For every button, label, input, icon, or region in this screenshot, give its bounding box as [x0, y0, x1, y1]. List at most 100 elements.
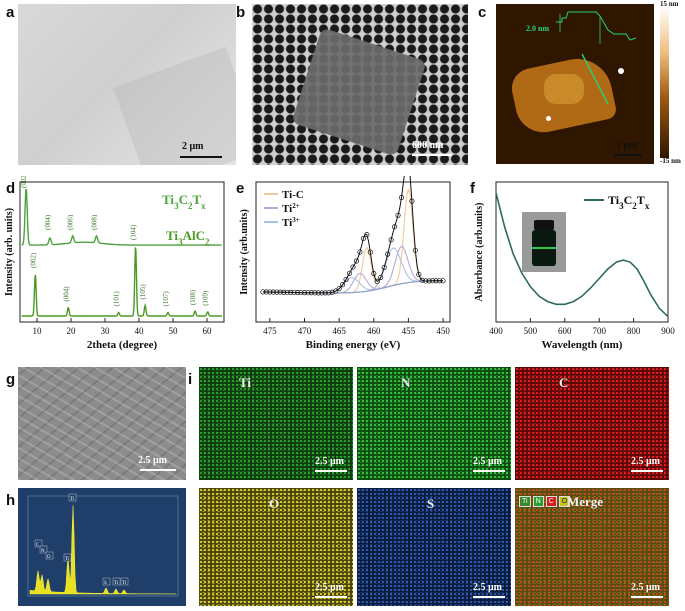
xps-data-point [315, 290, 321, 296]
tem-image-a: 2 μm [18, 4, 236, 165]
scalebar-i-c [631, 470, 663, 472]
eds-spectrum-fill [29, 505, 177, 595]
eds-peak-label-box [45, 551, 54, 560]
uv-legend-label-part: x [645, 201, 650, 211]
xps-data-point [281, 289, 287, 295]
eds-map-n: N 2.5 μm [357, 367, 511, 480]
uv-vis-chart: 400 500 600 700 800 900 Wavelength (nm) Absorba… [474, 181, 675, 351]
xrd-series-ti3alc2 [21, 247, 223, 317]
xps-data-point [312, 290, 318, 296]
eds-peak-label-box [102, 577, 111, 586]
xrd-legend-ti3c2tx: Ti3C2Tx [162, 192, 206, 211]
scalebar-i-o [315, 596, 347, 598]
scalebar-a-label: 2 μm [182, 141, 204, 152]
xps-data-point [423, 278, 429, 284]
xps-data-point [416, 271, 422, 278]
xrd-legend-ti3alc2-part: Ti [166, 228, 178, 243]
xps-data-point [274, 289, 280, 295]
xps-legend-sup: 2+ [292, 202, 300, 210]
xrd-tick-label: 10 [33, 326, 43, 336]
uv-legend-label-part: Ti [608, 193, 620, 207]
xps-data-point [440, 278, 446, 284]
xps-tick-label: 460 [367, 326, 381, 336]
xps-tick-label: 465 [332, 326, 346, 336]
eds-map-n-label: N [401, 375, 411, 390]
xps-data-point [381, 264, 387, 270]
xrd-peak-label-ti3alc2: (108) [189, 289, 197, 305]
xps-data-point [308, 290, 314, 296]
xps-data-point [343, 276, 349, 282]
eds-peak-label-box [39, 545, 48, 554]
uv-legend-label-part: C [624, 193, 633, 207]
xrd-chart: 10 20 30 40 50 60 2theta (degree) Intensity (ar… [4, 176, 225, 351]
scalebar-g [140, 469, 176, 471]
scalebar-i-ti-label: 2.5 μm [315, 456, 344, 467]
eds-map-o-label: O [269, 496, 280, 511]
eds-map-o: O 2.5 μm [199, 488, 353, 606]
uv-tick-label: 500 [524, 326, 538, 336]
xps-data-point [319, 290, 325, 296]
xps-data-point [426, 278, 432, 284]
xps-data-point [295, 290, 301, 296]
uv-tick-label: 700 [592, 326, 606, 336]
xps-data-point [409, 198, 415, 204]
scalebar-a [180, 156, 222, 158]
xps-data-point [288, 289, 294, 295]
scalebar-i-ti [315, 470, 347, 472]
xps-data-point [346, 270, 353, 276]
panel-label-c: c [478, 4, 487, 21]
uv-legend-label-part: T [637, 193, 645, 207]
scalebar-i-n [473, 470, 505, 472]
xps-chart: 475 470 465 460 455 450 Binding energy (eV) Int… [239, 176, 451, 351]
uv-legend-label: Ti3C2Tx [608, 193, 650, 211]
xps-data-point [284, 289, 290, 295]
panel-label-g: g [6, 371, 16, 388]
xps-data-point [385, 251, 391, 257]
eds-peak-label-box [112, 577, 121, 586]
xps-axes-frame [255, 181, 451, 323]
xrd-legend-ti3c2tx-part: x [201, 201, 206, 211]
panel-label-b: b [236, 4, 246, 21]
xrd-legend-ti3alc2-part: 3 [178, 237, 183, 247]
xps-data-point [374, 278, 380, 284]
xps-data-point [270, 289, 276, 295]
xrd-peak-label-ti3alc2: (002) [29, 252, 37, 268]
xrd-legend-ti3alc2-part: AlC [183, 228, 205, 243]
xps-data-point [263, 289, 269, 295]
xrd-peak-label-ti3c2tx: (002) [20, 176, 28, 188]
xps-data-point [357, 249, 363, 255]
uv-xlabel: Wavelength (nm) [542, 339, 623, 351]
xps-data-point [326, 290, 332, 296]
xps-xlabel: Binding energy (eV) [306, 339, 401, 351]
eds-peak-label-box [34, 539, 43, 548]
eds-peak-label: Ti [65, 557, 70, 562]
eds-map-c: C 2.5 μm [515, 367, 669, 480]
xrd-peak-label-ti3c2tx: (008) [91, 214, 99, 230]
merge-legend-c: C [545, 496, 557, 507]
xrd-peak-label-ti3alc2: (104) [130, 224, 138, 240]
xps-tick-label: 470 [298, 326, 312, 336]
xps-data-point [305, 290, 311, 296]
scalebar-i-s-label: 2.5 μm [473, 582, 502, 593]
xrd-peak-label-ti3alc2: (101) [113, 291, 121, 307]
uv-legend-label-part: 2 [632, 201, 637, 211]
xps-data-point [378, 274, 384, 280]
xps-data-point [291, 289, 297, 296]
xps-data-point [336, 286, 342, 292]
sem-image-b: 600 nm [252, 4, 468, 165]
xps-data-point [360, 235, 366, 242]
xps-data-point [260, 289, 266, 295]
xps-tick-label: 475 [263, 326, 277, 336]
xrd-tick-label: 30 [101, 326, 111, 336]
eds-map-c-label: C [559, 375, 569, 390]
xrd-tick-label: 20 [67, 326, 77, 336]
xrd-xlabel: 2theta (degree) [87, 339, 158, 351]
eds-map-merge-label: Merge [567, 494, 604, 509]
scalebar-b [412, 154, 452, 156]
xps-data-point [267, 289, 273, 295]
xps-data-point [301, 290, 308, 296]
xrd-ylabel: Intensity (arb. units) [4, 208, 15, 296]
sem-image-g: 2.5 μm [18, 367, 186, 480]
xrd-legend-ti3alc2: Ti3AlC2 [166, 228, 210, 247]
xrd-legend-ti3c2tx-part: 3 [174, 201, 179, 211]
